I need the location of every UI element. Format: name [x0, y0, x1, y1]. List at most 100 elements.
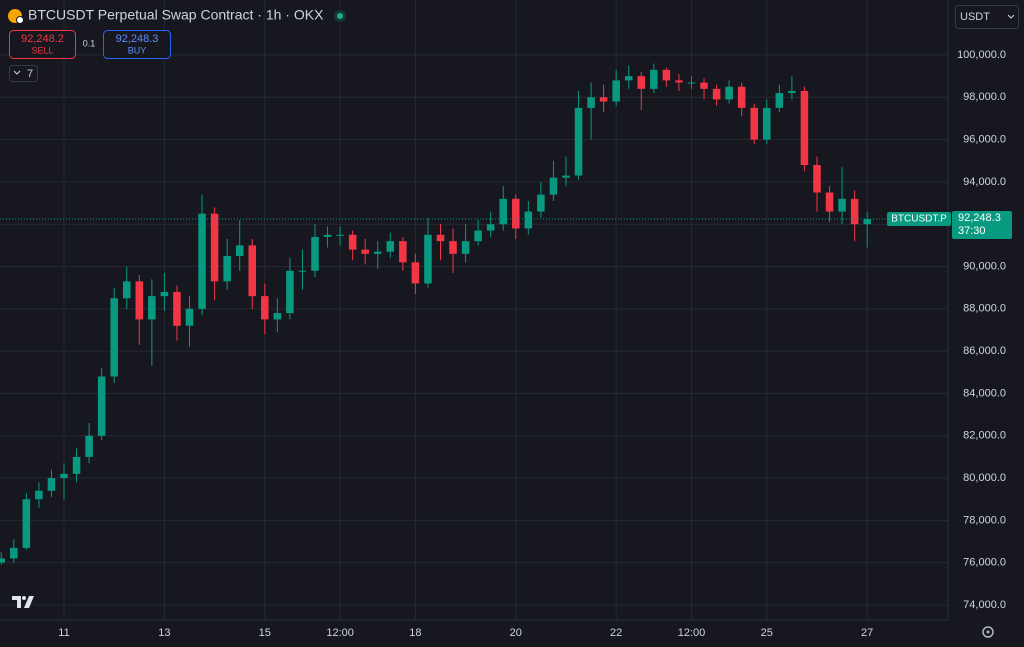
price-tag: [952, 210, 1012, 239]
candle: [386, 232, 395, 259]
candle-body: [512, 198, 520, 229]
candle-body: [700, 82, 708, 89]
candle-body: [612, 80, 620, 102]
y-tick-label: 94,000.0: [963, 176, 1006, 188]
candle-body: [0, 558, 6, 563]
currency-label[interactable]: USDT: [960, 11, 990, 23]
candle-body: [650, 69, 658, 89]
candle-body: [788, 90, 796, 94]
candle: [348, 230, 357, 261]
candle-body: [148, 296, 156, 320]
candle-body: [110, 298, 118, 377]
candle-body: [838, 198, 846, 212]
buy-button[interactable]: [103, 30, 171, 59]
candle: [524, 200, 533, 235]
candle: [436, 224, 445, 261]
candle-body: [712, 88, 721, 100]
candle: [22, 492, 31, 550]
candle-body: [499, 198, 508, 225]
candle: [35, 482, 43, 508]
candle: [248, 239, 257, 309]
sell-button[interactable]: [9, 30, 76, 59]
indicators-toggle[interactable]: [9, 65, 38, 82]
candle-body: [235, 245, 244, 256]
sell-label[interactable]: SELL: [31, 45, 53, 55]
x-tick-label: 13: [158, 627, 170, 639]
buy-label[interactable]: BUY: [128, 45, 147, 55]
candle: [399, 236, 407, 271]
candle-body: [273, 313, 282, 320]
candle-body: [424, 234, 432, 284]
settings-icon-center: [986, 630, 990, 634]
countdown-label: 37:30: [958, 225, 986, 237]
candle-body: [549, 177, 558, 195]
candle-body: [399, 241, 407, 263]
candle-body: [97, 376, 106, 436]
candle-body: [574, 107, 583, 176]
buy-price[interactable]: 92,248.3: [116, 33, 159, 45]
candle-body: [173, 291, 181, 326]
sell-price[interactable]: 92,248.2: [21, 33, 64, 45]
candle: [110, 287, 118, 383]
candle: [411, 253, 420, 295]
candle: [512, 194, 520, 240]
candle-body: [286, 270, 294, 314]
candle: [210, 207, 219, 301]
candle-body: [850, 198, 859, 225]
candle: [637, 71, 646, 110]
candles: [0, 63, 871, 565]
candle: [838, 167, 846, 225]
candle: [373, 241, 382, 269]
candle: [775, 84, 784, 113]
candle-body: [662, 69, 671, 81]
candle: [160, 272, 169, 311]
x-tick-label: 15: [259, 627, 271, 639]
candle: [424, 217, 432, 288]
candle-body: [687, 82, 696, 84]
candle: [499, 186, 508, 231]
candle-body: [587, 97, 595, 108]
candle: [537, 181, 545, 218]
candle: [47, 469, 56, 498]
candle-body: [637, 76, 646, 89]
tv-logo[interactable]: [12, 596, 34, 608]
candle: [135, 274, 144, 345]
candle: [286, 258, 294, 320]
candle: [72, 448, 81, 483]
candle: [449, 228, 457, 273]
candle-body: [72, 456, 81, 474]
candle-body: [361, 249, 369, 254]
candle: [223, 239, 231, 290]
candle-body: [461, 241, 470, 254]
candle-body: [750, 107, 758, 140]
candle: [311, 224, 319, 278]
candle: [599, 84, 608, 113]
x-tick-label: 27: [861, 627, 873, 639]
indicators-count[interactable]: 7: [27, 68, 33, 80]
candle-body: [248, 245, 257, 297]
candle-body: [411, 262, 420, 284]
candle-body: [524, 211, 533, 229]
symbol-tag: [887, 211, 951, 226]
candle: [737, 82, 746, 117]
y-tick-label: 96,000.0: [963, 134, 1006, 146]
candle-body: [386, 241, 395, 252]
settings-icon[interactable]: [982, 626, 994, 638]
candle: [97, 368, 106, 440]
price-tag-label: 92,248.3: [958, 212, 1001, 224]
candle: [587, 82, 595, 140]
candle: [235, 219, 244, 271]
candle-body: [863, 218, 871, 225]
candle-body: [35, 490, 43, 500]
candle: [650, 63, 658, 94]
candle-body: [185, 308, 194, 326]
candle: [850, 190, 859, 242]
candle: [60, 463, 68, 500]
coin-icon-badge: [16, 16, 24, 24]
y-tick-label: 86,000.0: [963, 345, 1006, 357]
currency-select[interactable]: [955, 5, 1019, 29]
candle: [549, 160, 558, 201]
candle-body: [122, 281, 131, 299]
candle: [750, 103, 758, 144]
dropdown-icon: [1007, 14, 1015, 19]
